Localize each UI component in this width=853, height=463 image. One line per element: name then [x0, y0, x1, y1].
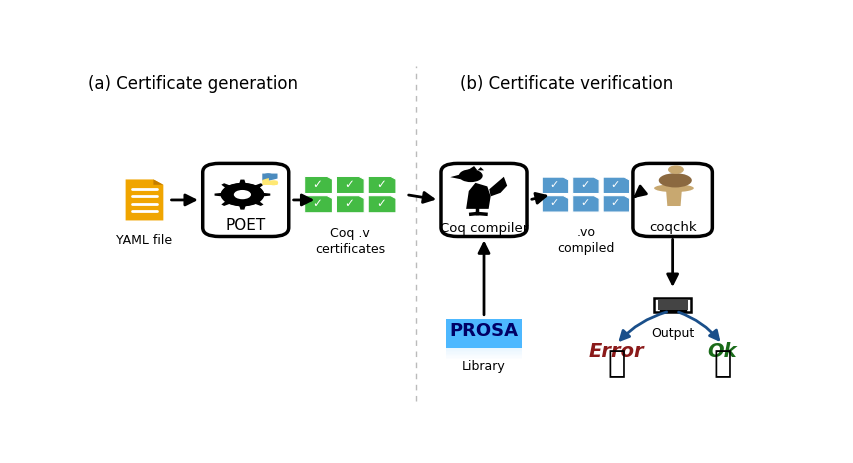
Bar	[445, 355, 521, 357]
FancyBboxPatch shape	[202, 163, 288, 237]
Polygon shape	[368, 196, 396, 213]
Polygon shape	[214, 180, 270, 210]
Text: YAML file: YAML file	[116, 234, 172, 247]
Text: ✓: ✓	[375, 178, 386, 191]
Polygon shape	[542, 196, 568, 212]
Polygon shape	[602, 196, 629, 212]
Polygon shape	[368, 176, 396, 194]
Polygon shape	[154, 180, 163, 185]
Bar	[445, 349, 521, 351]
Bar	[445, 348, 521, 349]
Polygon shape	[665, 189, 681, 206]
Text: Coq .v
certificates: Coq .v certificates	[315, 227, 385, 256]
Text: Library: Library	[461, 360, 505, 373]
Ellipse shape	[653, 184, 693, 192]
Text: ✓: ✓	[548, 180, 558, 190]
Polygon shape	[336, 176, 363, 194]
Circle shape	[458, 169, 482, 182]
Circle shape	[667, 165, 683, 174]
Polygon shape	[305, 176, 332, 194]
Circle shape	[269, 180, 278, 185]
Bar	[445, 357, 521, 358]
Polygon shape	[262, 178, 277, 185]
Bar	[445, 358, 521, 359]
Ellipse shape	[658, 173, 691, 188]
Polygon shape	[542, 177, 568, 194]
Text: Ok: Ok	[706, 342, 736, 361]
Polygon shape	[125, 180, 163, 220]
Polygon shape	[572, 177, 599, 194]
Polygon shape	[262, 174, 277, 181]
Text: (b) Certificate verification: (b) Certificate verification	[460, 75, 672, 93]
Text: ✓: ✓	[344, 197, 353, 210]
Bar	[445, 352, 521, 354]
Text: Error: Error	[588, 342, 643, 361]
Circle shape	[220, 183, 264, 206]
Text: .vo
compiled: .vo compiled	[557, 226, 614, 255]
Text: ✓: ✓	[579, 198, 589, 208]
Text: 👍: 👍	[712, 350, 730, 378]
Polygon shape	[450, 174, 461, 179]
Text: ✓: ✓	[610, 180, 619, 190]
Text: coqchk: coqchk	[648, 221, 696, 234]
Text: 👎: 👎	[606, 350, 624, 378]
FancyBboxPatch shape	[440, 163, 526, 237]
Text: ✓: ✓	[579, 180, 589, 190]
Text: POET: POET	[225, 218, 265, 233]
Polygon shape	[305, 196, 332, 213]
Text: ✓: ✓	[610, 198, 619, 208]
Bar	[445, 354, 521, 355]
Polygon shape	[466, 183, 490, 209]
Polygon shape	[467, 166, 484, 170]
Text: Coq compiler: Coq compiler	[439, 222, 527, 235]
Text: Output: Output	[650, 326, 693, 339]
Text: ✓: ✓	[312, 197, 322, 210]
Circle shape	[234, 190, 251, 199]
Text: ✓: ✓	[312, 178, 322, 191]
Polygon shape	[336, 196, 363, 213]
Circle shape	[264, 173, 273, 178]
Polygon shape	[572, 196, 599, 212]
Bar	[445, 351, 521, 352]
Text: (a) Certificate generation: (a) Certificate generation	[88, 75, 298, 93]
FancyBboxPatch shape	[653, 298, 690, 312]
Text: ✓: ✓	[548, 198, 558, 208]
Bar	[445, 319, 521, 348]
Polygon shape	[489, 177, 507, 196]
FancyBboxPatch shape	[632, 163, 711, 237]
Bar	[657, 300, 687, 311]
Text: ✓: ✓	[344, 178, 353, 191]
Text: PROSA: PROSA	[449, 322, 518, 340]
Text: ✓: ✓	[375, 197, 386, 210]
Polygon shape	[602, 177, 629, 194]
